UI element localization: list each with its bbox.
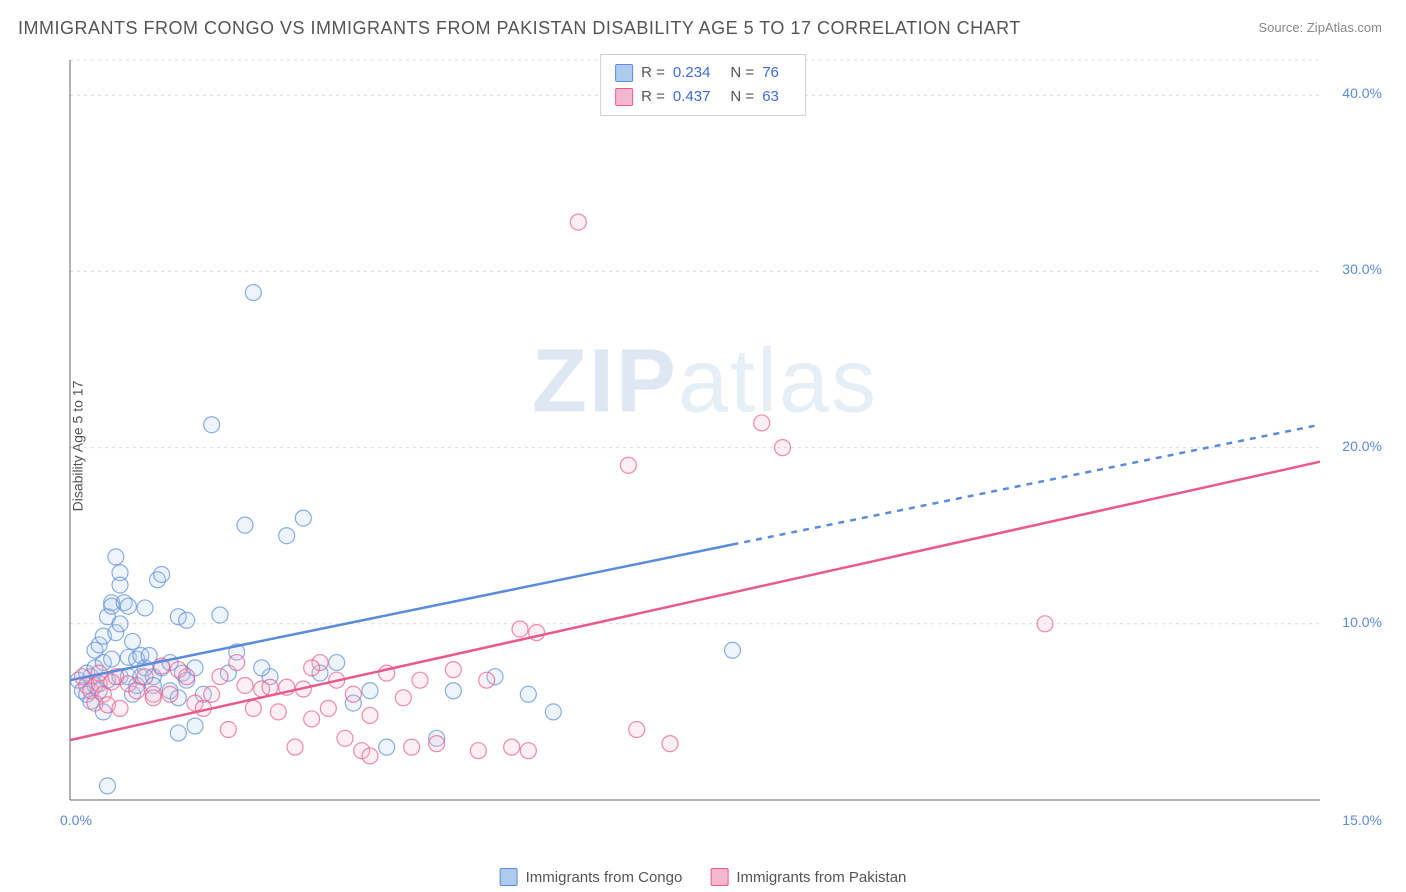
legend-row-pakistan: R = 0.437 N = 63: [615, 85, 791, 109]
plot-area: ZIPatlas: [50, 50, 1360, 840]
y-tick: 40.0%: [1342, 85, 1382, 101]
legend-swatch-congo-icon: [500, 868, 518, 886]
x-tick: 15.0%: [1342, 812, 1382, 828]
y-tick: 30.0%: [1342, 261, 1382, 277]
chart-container: IMMIGRANTS FROM CONGO VS IMMIGRANTS FROM…: [0, 0, 1406, 892]
legend-swatch-congo: [615, 64, 633, 82]
source-link[interactable]: ZipAtlas.com: [1307, 20, 1382, 35]
chart-title: IMMIGRANTS FROM CONGO VS IMMIGRANTS FROM…: [18, 18, 1021, 39]
legend-row-congo: R = 0.234 N = 76: [615, 61, 791, 85]
legend-label-congo: Immigrants from Congo: [526, 869, 683, 886]
legend-item-pakistan: Immigrants from Pakistan: [710, 868, 906, 886]
legend-swatch-pakistan-icon: [710, 868, 728, 886]
x-tick: 0.0%: [60, 812, 92, 828]
chart-source: Source: ZipAtlas.com: [1258, 20, 1382, 35]
legend-top: R = 0.234 N = 76 R = 0.437 N = 63: [600, 54, 806, 116]
legend-item-congo: Immigrants from Congo: [500, 868, 683, 886]
source-label: Source:: [1258, 20, 1306, 35]
plot-svg: [50, 50, 1360, 840]
legend-swatch-pakistan: [615, 88, 633, 106]
legend-label-pakistan: Immigrants from Pakistan: [736, 869, 906, 886]
y-tick: 10.0%: [1342, 614, 1382, 630]
legend-bottom: Immigrants from Congo Immigrants from Pa…: [500, 868, 907, 886]
y-tick: 20.0%: [1342, 438, 1382, 454]
